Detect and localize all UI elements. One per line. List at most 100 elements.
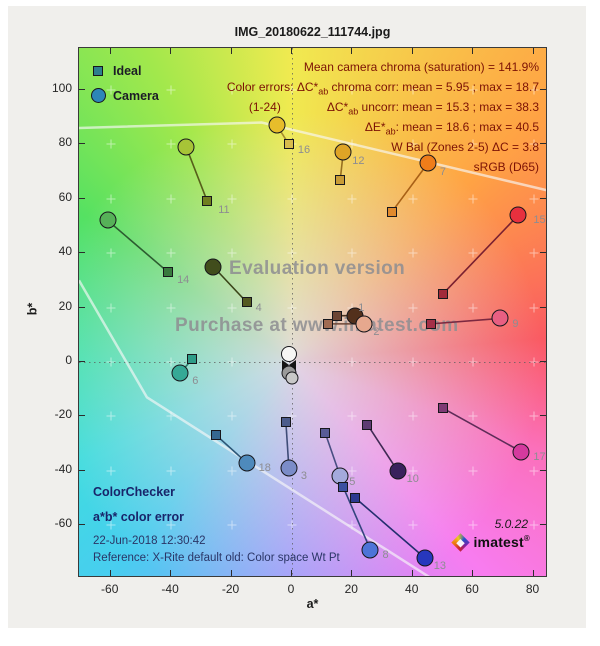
camera-marker-18: [238, 454, 256, 472]
grid-plus-mark: [166, 139, 176, 149]
camera-marker-4: [204, 258, 222, 276]
patch-label-12: 12: [352, 154, 365, 167]
camera-marker-16: [268, 116, 286, 134]
grid-plus-mark: [106, 139, 116, 149]
x-tick: [532, 570, 534, 576]
grid-plus-mark: [529, 466, 538, 476]
x-tick-label: 60: [465, 582, 479, 596]
ideal-marker-14: [163, 267, 174, 278]
x-tick-top: [230, 48, 232, 54]
timestamp: 22-Jun-2018 12:30:42: [93, 535, 206, 547]
grid-plus-mark: [106, 248, 116, 258]
grid-plus-mark: [468, 248, 478, 258]
grid-plus-mark: [529, 194, 538, 204]
patch-label-15: 15: [533, 214, 546, 227]
grid-plus-mark: [106, 85, 116, 95]
chart-title: IMG_20180622_111744.jpg: [234, 25, 391, 39]
y-tick-label: -60: [54, 516, 72, 531]
y-tick-label: 0: [65, 352, 72, 367]
error-line-13: [354, 497, 426, 559]
ideal-marker-9: [425, 318, 436, 329]
stats-line-chroma-uncorr: (1-24) ΔC*ab uncorr: mean = 15.3 ; max = …: [248, 100, 539, 117]
y-tick-right: [540, 469, 546, 471]
grid-plus-mark: [529, 248, 538, 258]
ideal-marker-15: [437, 288, 448, 299]
zero-line-a: [291, 48, 293, 576]
grid-plus-mark: [468, 194, 478, 204]
y-tick-label: 20: [58, 298, 72, 313]
grid-plus-mark: [408, 248, 418, 258]
grid-plus-mark: [166, 520, 176, 530]
camera-marker-6: [171, 364, 189, 382]
y-tick: [79, 197, 85, 199]
grid-plus-mark: [166, 303, 176, 313]
camera-marker-11: [177, 138, 195, 156]
version-label: 5.0.22: [494, 517, 528, 531]
grid-plus-mark: [227, 520, 236, 530]
x-tick: [170, 570, 172, 576]
zero-line-b: [79, 361, 546, 363]
error-line-11: [185, 146, 209, 202]
plot-type-label: a*b* color error: [93, 510, 185, 524]
ab-plot-area: Evaluation version Purchase at www.imate…: [78, 47, 547, 577]
y-tick-right: [540, 524, 546, 526]
grid-plus-mark: [408, 303, 418, 313]
grid-plus-mark: [106, 466, 116, 476]
grid-plus-mark: [106, 411, 116, 421]
grid-plus-mark: [529, 139, 538, 149]
imatest-logo-icon: [451, 532, 471, 552]
legend-ideal-label: Ideal: [113, 63, 142, 78]
legend-row-camera: Camera: [90, 83, 159, 108]
grid-plus-mark: [529, 520, 538, 530]
error-line-8: [342, 486, 372, 551]
grid-plus-mark: [347, 194, 357, 204]
y-tick: [79, 524, 85, 526]
camera-marker-3: [280, 459, 298, 477]
bowtie-right: [288, 359, 296, 370]
ideal-marker-2: [323, 318, 334, 329]
patch-label-2: 2: [373, 326, 380, 339]
y-tick: [79, 415, 85, 417]
ideal-marker-10: [362, 419, 373, 430]
grid-plus-mark: [408, 520, 418, 530]
ideal-marker-5: [320, 427, 331, 438]
imatest-brand-row: imatest®: [451, 532, 530, 552]
x-tick-top: [472, 48, 474, 54]
x-tick-top: [109, 48, 111, 54]
grid-plus-mark: [347, 85, 357, 95]
grid-plus-mark: [227, 194, 236, 204]
y-tick-right: [540, 252, 546, 254]
x-tick: [109, 570, 111, 576]
stats-line-wbal: W Bal (Zones 2-5) ΔC = 3.8: [391, 140, 539, 154]
x-tick-label: -20: [221, 582, 240, 596]
y-tick-right: [540, 360, 546, 362]
grid-plus-mark: [227, 85, 236, 95]
grid-plus-mark: [408, 466, 418, 476]
grid-plus-mark: [529, 85, 538, 95]
patch-label-6: 6: [192, 375, 199, 388]
ideal-marker-11: [202, 196, 213, 207]
grid-plus-mark: [166, 411, 176, 421]
error-line-7: [390, 162, 429, 213]
camera-marker-15: [509, 206, 527, 224]
y-tick-label: 100: [51, 80, 72, 95]
grid-plus-mark: [227, 139, 236, 149]
patch-label-5: 5: [349, 475, 356, 488]
patch-label-10: 10: [406, 472, 419, 485]
grid-plus-mark: [166, 248, 176, 258]
ideal-marker-17: [437, 403, 448, 414]
stats-line-delta-e: ΔE*ab: mean = 18.6 ; max = 40.5: [364, 120, 539, 137]
ideal-marker-13: [350, 493, 361, 503]
legend-camera-label: Camera: [113, 88, 159, 103]
ideal-marker-swatch: [93, 65, 103, 76]
grid-plus-mark: [166, 194, 176, 204]
patch-label-8: 8: [382, 549, 389, 562]
srgb-gamut-boundary: [79, 121, 546, 192]
grid-plus-mark: [468, 139, 478, 149]
y-tick: [79, 360, 85, 362]
x-tick: [351, 570, 353, 576]
y-tick: [79, 143, 85, 145]
patch-label-4: 4: [255, 301, 262, 314]
camera-marker-13: [416, 549, 434, 567]
y-tick: [79, 88, 85, 90]
